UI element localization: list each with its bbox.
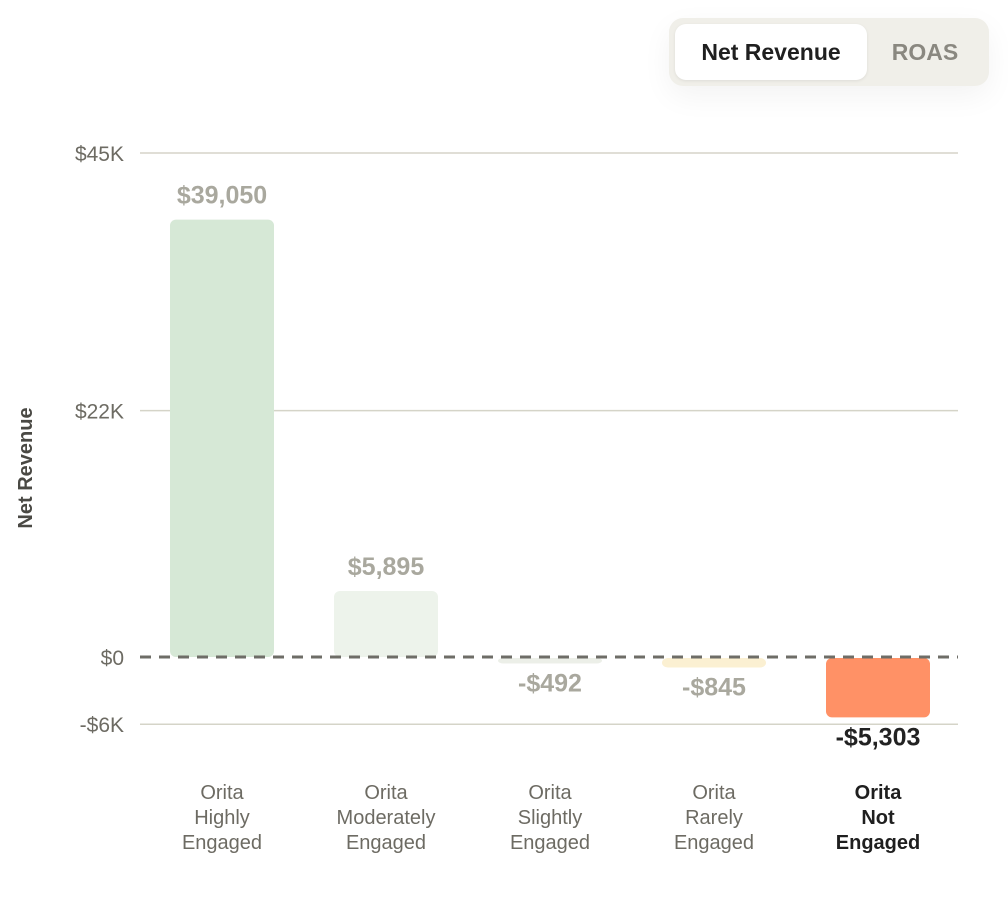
x-category-label: Engaged [346, 832, 426, 854]
x-category-label: Engaged [674, 832, 754, 854]
bar-value-label: $5,895 [348, 553, 425, 581]
y-tick-label: -$6K [80, 714, 124, 737]
bar-value-label: $39,050 [177, 182, 267, 210]
metric-toggle: Net Revenue ROAS [669, 18, 989, 86]
bar[interactable] [662, 658, 766, 668]
x-category-label: Orita [364, 782, 408, 804]
y-tick-label: $0 [101, 647, 124, 670]
x-category-label: Engaged [182, 832, 262, 854]
x-category-label: Orita [855, 782, 903, 804]
x-category-label: Highly [194, 807, 250, 829]
x-category-label: Not [861, 807, 895, 829]
net-revenue-tab[interactable]: Net Revenue [675, 24, 867, 80]
bar[interactable] [498, 658, 602, 664]
bar-value-label: -$492 [518, 670, 582, 698]
y-axis-label: Net Revenue [15, 407, 37, 528]
x-category-label: Engaged [510, 832, 590, 854]
x-category-label: Engaged [836, 832, 920, 854]
roas-tab[interactable]: ROAS [891, 38, 959, 65]
y-tick-label: $45K [75, 143, 124, 166]
bar[interactable] [334, 590, 438, 657]
bar-value-label: -$5,303 [836, 723, 921, 751]
x-category-label: Orita [528, 782, 572, 804]
bar[interactable] [826, 658, 930, 718]
x-category-label: Rarely [685, 807, 743, 829]
x-category-label: Orita [692, 782, 736, 804]
x-category-label: Slightly [518, 807, 582, 829]
x-category-label: Moderately [337, 807, 436, 829]
bar-value-label: -$845 [682, 673, 746, 701]
x-category-label: Orita [200, 782, 244, 804]
y-tick-label: $22K [75, 401, 124, 424]
bar[interactable] [170, 219, 274, 657]
